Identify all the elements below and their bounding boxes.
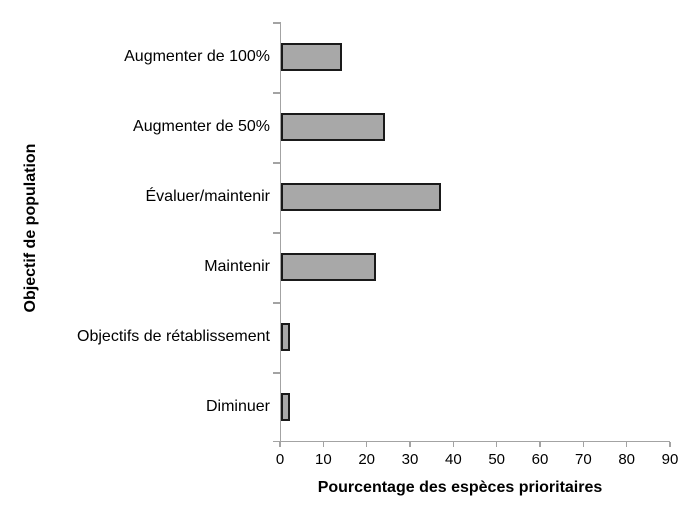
x-axis-tick-label: 70: [574, 451, 592, 468]
x-axis-tick: [625, 442, 628, 447]
x-axis-tick: [279, 442, 281, 447]
category-label: Objectifs de rétablissement: [77, 328, 270, 345]
x-axis-tick-label: 40: [444, 451, 462, 468]
bar: [281, 183, 441, 211]
bar: [281, 393, 290, 421]
y-axis-tick: [273, 92, 281, 94]
category-label: Maintenir: [204, 258, 270, 275]
y-axis-tick: [273, 302, 281, 304]
x-axis-tick-label: 0: [275, 451, 285, 468]
x-axis-tick-label: 50: [488, 451, 505, 468]
x-axis-tick: [582, 442, 585, 447]
y-axis-tick: [273, 232, 281, 234]
bar: [281, 253, 376, 281]
bar: [281, 113, 385, 141]
x-axis-tick: [365, 442, 368, 447]
x-axis-tick: [539, 442, 541, 447]
y-axis-tick: [273, 372, 281, 374]
bar: [281, 43, 342, 71]
bar: [281, 323, 290, 351]
x-axis-tick: [452, 442, 455, 447]
x-axis-tick-label: 60: [531, 451, 549, 468]
x-axis-tick: [669, 442, 671, 447]
y-axis-tick: [273, 440, 281, 442]
plot-area: [273, 22, 670, 442]
category-label: Évaluer/maintenir: [145, 188, 271, 205]
x-axis-tick: [409, 442, 411, 447]
x-axis-tick-label: 90: [661, 451, 679, 468]
x-axis-tick-label: 80: [618, 451, 635, 468]
x-axis-title: Pourcentage des espèces prioritaires: [317, 479, 603, 496]
x-axis-tick: [322, 442, 325, 447]
x-axis-tick-label: 20: [358, 451, 375, 468]
y-axis-tick: [273, 22, 281, 24]
category-label: Diminuer: [205, 398, 270, 415]
x-axis-tick-label: 10: [314, 451, 332, 468]
y-axis-tick: [273, 162, 281, 164]
x-axis-tick-label: 30: [401, 451, 419, 468]
category-label: Augmenter de 50%: [133, 118, 270, 135]
category-label: Augmenter de 100%: [124, 48, 270, 65]
x-axis-tick: [495, 442, 498, 447]
